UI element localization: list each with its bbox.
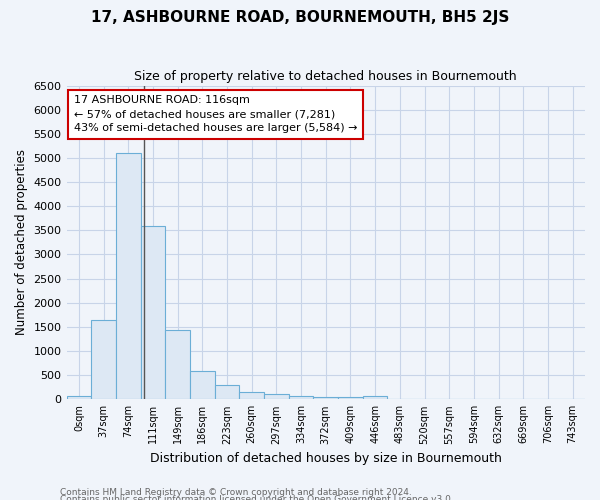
Bar [116, 153, 140, 400]
Bar [264, 394, 289, 400]
Bar [363, 396, 388, 400]
Bar [289, 396, 313, 400]
Bar [91, 320, 116, 400]
Bar [165, 330, 190, 400]
Text: Contains public sector information licensed under the Open Government Licence v3: Contains public sector information licen… [60, 496, 454, 500]
X-axis label: Distribution of detached houses by size in Bournemouth: Distribution of detached houses by size … [150, 452, 502, 465]
Bar [239, 392, 264, 400]
Bar [313, 397, 338, 400]
Title: Size of property relative to detached houses in Bournemouth: Size of property relative to detached ho… [134, 70, 517, 83]
Bar [67, 396, 91, 400]
Y-axis label: Number of detached properties: Number of detached properties [15, 150, 28, 336]
Bar [215, 385, 239, 400]
Bar [338, 397, 363, 400]
Text: Contains HM Land Registry data © Crown copyright and database right 2024.: Contains HM Land Registry data © Crown c… [60, 488, 412, 497]
Text: 17, ASHBOURNE ROAD, BOURNEMOUTH, BH5 2JS: 17, ASHBOURNE ROAD, BOURNEMOUTH, BH5 2JS [91, 10, 509, 25]
Text: 17 ASHBOURNE ROAD: 116sqm
← 57% of detached houses are smaller (7,281)
43% of se: 17 ASHBOURNE ROAD: 116sqm ← 57% of detac… [74, 95, 358, 133]
Bar [190, 372, 215, 400]
Bar [140, 226, 165, 400]
